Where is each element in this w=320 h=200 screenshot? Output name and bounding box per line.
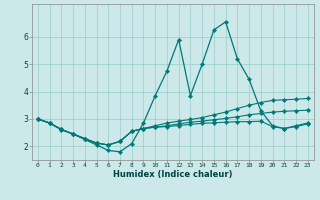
X-axis label: Humidex (Indice chaleur): Humidex (Indice chaleur) [113, 170, 233, 179]
